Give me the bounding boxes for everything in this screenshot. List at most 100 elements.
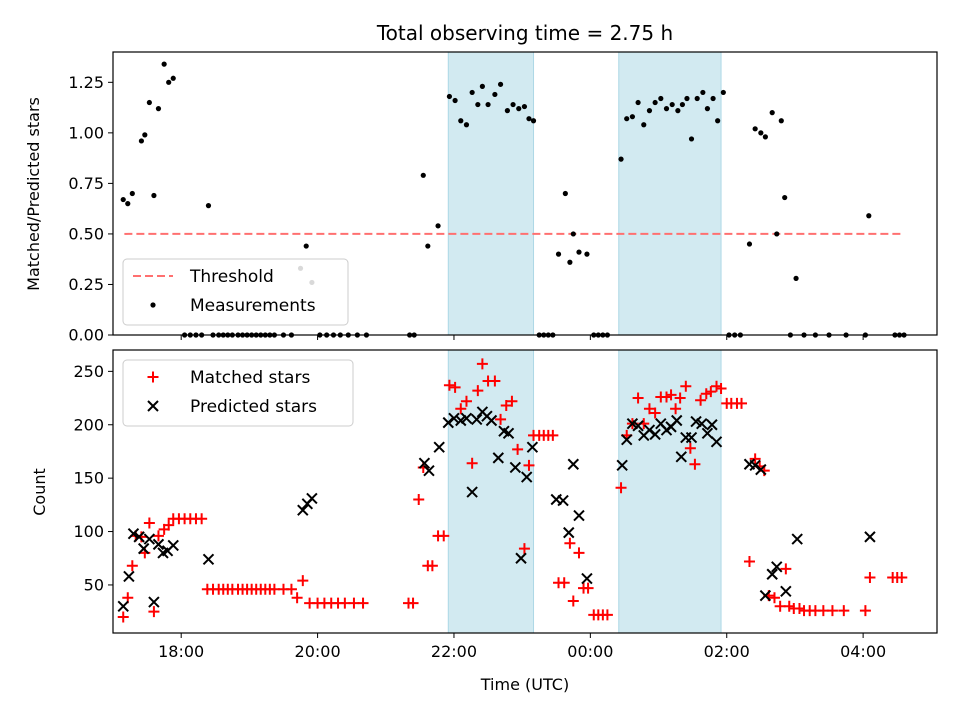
predicted-star-point [675,451,687,463]
measurement-point [521,103,528,110]
measurement-point [555,251,562,257]
matched-star-point [715,382,727,394]
predicted-star-point [137,542,150,555]
matched-star-point [864,571,876,583]
predicted-star-point [306,492,318,505]
measurement-point [793,275,799,281]
measurement-point [458,118,464,124]
measurement-point [129,190,135,197]
bottom-x-ticks: 18:00 20:00 22:00 00:00 02:00 04:00 [158,633,886,661]
matched-star-point [438,530,450,542]
matched-star-point [518,543,530,555]
y-tick-label: 1.25 [68,73,104,92]
matched-star-point [643,403,655,415]
measurement-point [155,106,162,112]
matched-star-point [573,547,585,559]
predicted-star-point [671,414,683,427]
predicted-star-point [557,494,569,507]
matched-star-point [426,560,438,572]
matched-star-point [859,605,871,617]
predicted-star-point [567,458,580,470]
measurement-point [420,172,426,178]
measurement-point [151,192,157,199]
matched-star-point [736,397,748,409]
measurement-point [715,118,721,124]
top-x-ticks [180,335,864,340]
shaded-interval [447,51,535,336]
legend-box [122,359,354,427]
predicted-star-point [492,452,504,464]
measurement-point [205,203,212,209]
predicted-star-point [152,538,165,551]
matched-star-point [582,582,594,594]
bottom-legend: Matched stars Predicted stars [122,359,354,427]
predicted-star-point [755,463,767,476]
legend-swatch [147,400,159,412]
legend-label: Matched stars [190,368,310,388]
measurement-point [526,116,532,122]
predicted-star-point [127,527,140,540]
predicted-star-point [502,427,515,440]
matched-star-point [705,386,717,398]
predicted-star-point [616,459,628,472]
y-tick-label: 250 [73,362,104,381]
predicted-star-point [759,589,772,602]
measurement-point [510,101,516,108]
matched-star-point [407,597,419,609]
matched-star-point [689,458,701,470]
bottom-panel: 50 100 150 200 250 18:00 20:00 22:00 00:00 02:00… [30,349,938,694]
measurement-point [161,61,167,67]
measurement-point [452,97,458,104]
matched-star-point [896,571,908,583]
predicted-star-point [509,461,522,474]
measurement-point [446,93,453,100]
matched-star-point [449,381,461,393]
matched-star-point [665,389,677,401]
matched-star-point [148,606,160,618]
x-tick-label: 18:00 [158,642,204,661]
measurement-point [435,223,441,229]
predicted-star-point [573,509,585,522]
matched-star-point [495,413,507,425]
measurement-point [425,243,431,249]
matched-star-point [749,453,761,465]
measurement-point [504,108,510,114]
matched-star-point [291,592,303,604]
measurement-point [669,101,675,108]
matched-star-point [476,358,488,370]
top-shaded-intervals [447,51,722,336]
matched-star-point [472,385,484,397]
predicted-star-point [649,428,661,441]
matched-star-point [285,583,297,595]
measurement-point [658,95,664,102]
matched-star-point [684,442,696,454]
measurement-point [758,130,764,136]
matched-star-point [695,394,707,406]
matched-star-point [601,609,613,621]
measurement-point [146,99,152,106]
predicted-star-point [448,412,460,425]
predicted-star-point [563,526,575,539]
measurement-point [866,213,872,219]
measurement-point [120,196,126,203]
bottom-axes-frame [112,349,938,634]
measurement-point [485,101,491,108]
y-tick-label: 200 [73,415,104,434]
top-chart-title: Total observing time = 2.75 h [376,21,673,45]
measurement-point [618,156,624,162]
measurement-point [576,249,582,255]
predicted-star-point [418,457,431,469]
matched-star-point [680,380,692,392]
predicted-star-point [581,572,593,585]
measurement-point [641,122,647,128]
matched-star-point [838,605,850,617]
legend-label: Predicted stars [190,397,317,417]
top-legend: Threshold Measurements [122,258,349,326]
bottom-shaded-intervals [447,349,722,634]
predicted-star-point [771,561,783,573]
y-tick-label: 0.50 [68,224,104,243]
x-tick-label: 04:00 [840,642,886,661]
matched-star-point [489,375,501,387]
bottom-y-axis-label: Count [30,468,49,516]
predicted-star-point [460,412,473,425]
